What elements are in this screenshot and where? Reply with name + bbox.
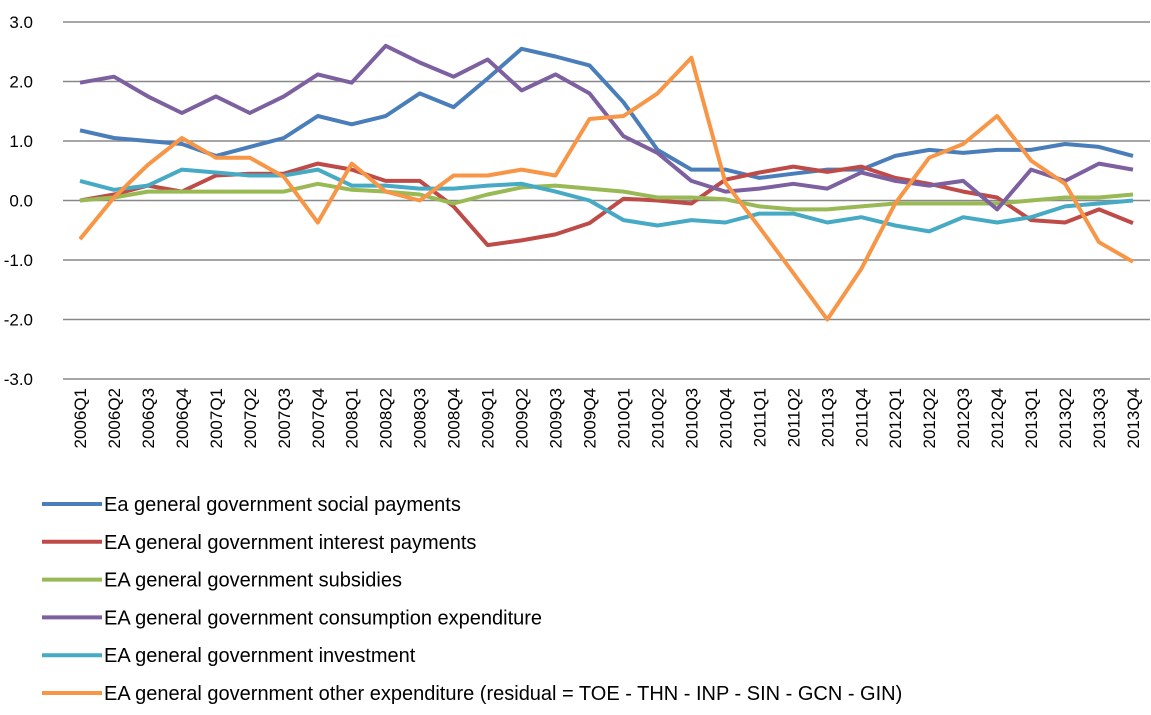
series-line (79, 43, 1134, 212)
x-tick-label: 2006Q1 (71, 388, 90, 449)
x-tick-label: 2009Q3 (547, 388, 566, 449)
y-tick-label: -2.0 (4, 311, 33, 330)
x-tick-label: 2007Q2 (241, 388, 260, 449)
y-tick-label: 2.0 (9, 73, 33, 92)
legend-label: EA general government subsidies (104, 570, 402, 592)
x-tick-label: 2009Q4 (581, 388, 600, 449)
y-tick-label: 1.0 (9, 132, 33, 151)
x-tick-label: 2007Q3 (275, 388, 294, 449)
legend-label: EA general government other expenditure … (104, 683, 902, 705)
x-tick-label: 2008Q2 (377, 388, 396, 449)
x-tick-label: 2010Q1 (614, 388, 633, 449)
series-line (79, 181, 1134, 212)
x-tick-label: 2006Q4 (173, 388, 192, 449)
x-tick-label: 2007Q1 (207, 388, 226, 449)
series-line (79, 46, 1134, 180)
y-tick-label: 3.0 (9, 13, 33, 32)
x-tick-label: 2011Q3 (818, 388, 837, 447)
x-tick-label: 2011Q1 (750, 388, 769, 447)
series-line (79, 167, 1134, 234)
y-tick-label: 0.0 (9, 192, 33, 211)
x-tick-label: 2010Q4 (716, 388, 735, 449)
series-line (78, 55, 1134, 322)
x-tick-label: 2009Q1 (479, 388, 498, 449)
x-tick-label: 2009Q2 (513, 388, 532, 449)
legend-label: EA general government interest payments (104, 532, 476, 554)
x-tick-label: 2007Q4 (309, 388, 328, 449)
x-tick-label: 2010Q2 (648, 388, 667, 449)
legend-label: EA general government investment (104, 645, 416, 667)
x-tick-label: 2008Q1 (343, 388, 362, 449)
x-tick-label: 2013Q3 (1090, 388, 1109, 449)
legend-label: EA general government consumption expend… (104, 607, 542, 629)
x-tick-label: 2008Q4 (445, 388, 464, 449)
x-tick-label: 2006Q2 (105, 388, 124, 449)
x-tick-label: 2012Q1 (886, 388, 905, 449)
x-tick-label: 2013Q2 (1056, 388, 1075, 449)
x-tick-label: 2011Q4 (852, 388, 871, 447)
x-tick-label: 2011Q2 (784, 388, 803, 447)
y-tick-label: -3.0 (4, 370, 33, 389)
x-tick-label: 2012Q4 (988, 388, 1007, 449)
x-tick-label: 2013Q1 (1022, 388, 1041, 449)
x-tick-label: 2006Q3 (139, 388, 158, 449)
legend-label: Ea general government social payments (104, 494, 461, 516)
x-tick-label: 2008Q3 (411, 388, 430, 449)
x-tick-label: 2012Q3 (954, 388, 973, 449)
x-tick-label: 2012Q2 (920, 388, 939, 449)
x-tick-label: 2013Q4 (1124, 388, 1143, 449)
y-tick-label: -1.0 (4, 251, 33, 270)
x-tick-label: 2010Q3 (682, 388, 701, 449)
